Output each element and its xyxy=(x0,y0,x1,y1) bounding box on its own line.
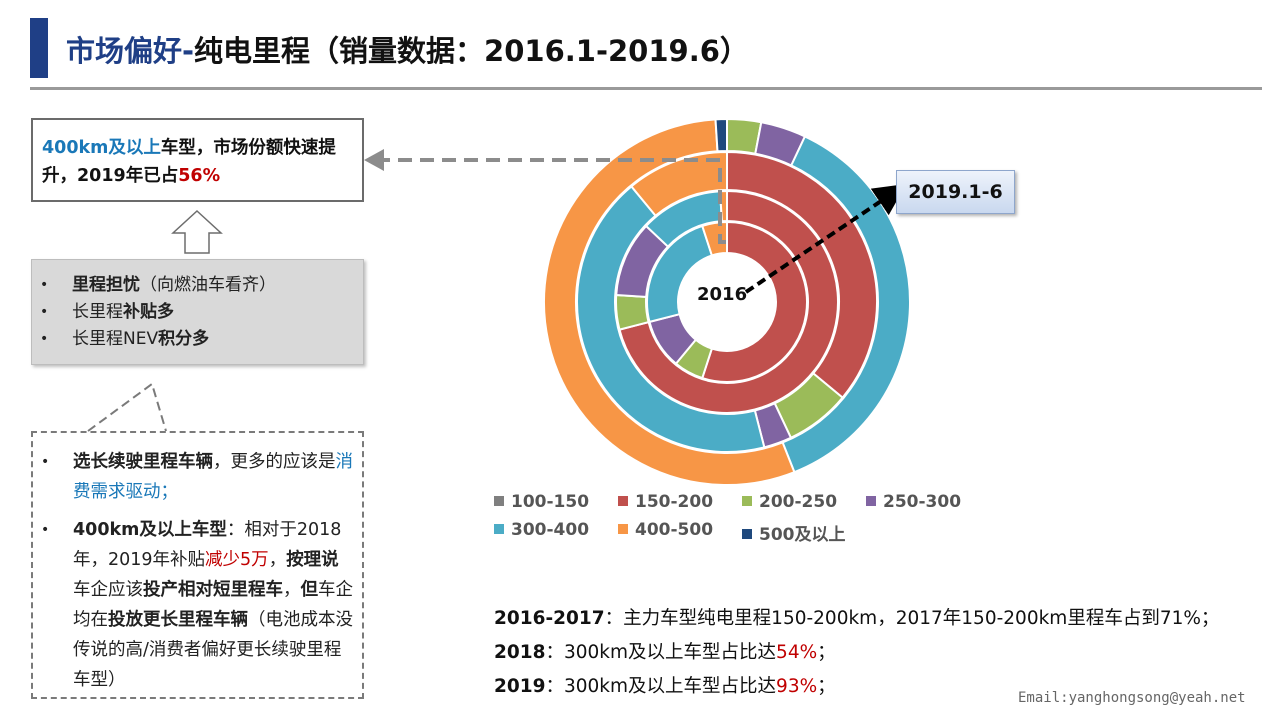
analysis-text: ， xyxy=(268,550,287,570)
analysis-bold: 投产相对短里程车 xyxy=(143,580,283,600)
page-title: 市场偏好-纯电里程（销量数据：2016.1-2019.6） xyxy=(66,28,749,70)
analysis-highlight: 消费需求驱动； xyxy=(73,452,353,502)
gray-dashed-arrow-line xyxy=(383,158,726,244)
analysis-text: ， xyxy=(283,580,301,600)
legend-label: 100-150 xyxy=(511,492,590,512)
note-year: 2019 xyxy=(494,676,546,697)
author-email: Email:yanghongsong@yeah.net xyxy=(1018,690,1246,706)
title-accent-bar xyxy=(30,18,48,78)
ring-center-label: 2016 xyxy=(697,284,748,305)
legend-item-150-200: 150-200 xyxy=(618,492,713,512)
black-dashed-arrow xyxy=(744,184,907,294)
reason-item: 长里程补贴多 xyxy=(40,299,363,326)
donut-slice-2017-150-200 xyxy=(618,189,839,414)
title-accent: 市场偏好- xyxy=(66,34,195,68)
legend-item-300-400: 300-400 xyxy=(494,520,589,540)
legend-swatch xyxy=(618,496,628,506)
reason-bold: 里程担忧 xyxy=(72,275,140,295)
legend-swatch xyxy=(618,524,628,534)
legend-label: 300-400 xyxy=(511,520,590,540)
note-line: 2019：300km及以上车型占比达93%； xyxy=(494,670,1219,704)
donut-slice-2016-400-500 xyxy=(701,220,728,257)
analysis-text: （电池成本没传说的高/消费者偏好更长续驶里程车型） xyxy=(73,610,353,690)
reason-rest: （向燃油车看齐） xyxy=(140,275,276,295)
legend-swatch xyxy=(494,524,504,534)
legend-swatch xyxy=(742,496,752,506)
note-year: 2016-2017 xyxy=(494,608,605,629)
analysis-bold: 选长续驶里程车辆 xyxy=(73,452,213,472)
summary-share: 56% xyxy=(178,166,221,186)
reasons-box: 里程担忧（向燃油车看齐） 长里程补贴多 长里程NEV积分多 xyxy=(31,259,364,365)
callout-tail xyxy=(87,382,167,432)
analysis-text: ：相对于2018年，2019年补贴 xyxy=(73,520,342,570)
notes-block: 2016-2017：主力车型纯电里程150-200km，2017年150-200… xyxy=(494,602,1219,704)
up-arrow-icon xyxy=(171,209,223,254)
note-text: ：主力车型纯电里程150-200km，2017年150-200km里程车占到71… xyxy=(604,608,1220,629)
analysis-text: ，更多的应该是 xyxy=(213,452,336,472)
analysis-bold: 但 xyxy=(300,580,319,600)
legend-label: 150-200 xyxy=(635,492,714,512)
legend-item-100-150: 100-150 xyxy=(494,492,589,512)
analysis-item: 选长续驶里程车辆，更多的应该是消费需求驱动； xyxy=(41,447,354,507)
note-year: 2018 xyxy=(494,642,546,663)
summary-box: 400km及以上车型，市场份额快速提升，2019年已占56% xyxy=(31,118,364,202)
analysis-text: 车企应该 xyxy=(73,580,143,600)
legend-label: 200-250 xyxy=(759,492,838,512)
analysis-subsidy-cut: 减少5万 xyxy=(205,550,269,570)
reason-bold: 积分多 xyxy=(158,329,210,349)
donut-slice-2018-150-200 xyxy=(726,150,878,400)
analysis-bold: 400km及以上车型 xyxy=(73,520,227,540)
analysis-bold: 投放更长里程车辆 xyxy=(108,610,248,630)
legend-swatch xyxy=(742,529,752,539)
analysis-text: 车企均在 xyxy=(73,580,353,630)
donut-slice-2019.1-6-500及以上 xyxy=(714,117,728,153)
reason-item: 长里程NEV积分多 xyxy=(40,326,363,353)
reason-bold: 补贴多 xyxy=(123,302,174,322)
note-tail: ； xyxy=(817,676,836,697)
reason-item: 里程担忧（向燃油车看齐） xyxy=(40,272,363,299)
note-tail: ； xyxy=(817,642,836,663)
summary-text: 车型，市场份额快速提升，2019年已占 xyxy=(42,138,336,186)
title-main: 纯电里程（销量数据：2016.1-2019.6） xyxy=(194,34,749,68)
legend-swatch xyxy=(494,496,504,506)
donut-chart xyxy=(543,117,911,486)
note-line: 2016-2017：主力车型纯电里程150-200km，2017年150-200… xyxy=(494,602,1219,636)
donut-slice-2018-300-400 xyxy=(576,185,766,453)
note-share: 54% xyxy=(776,642,818,663)
legend-item-400-500: 400-500 xyxy=(618,520,713,540)
note-text: ：300km及以上车型占比达 xyxy=(545,642,777,663)
reason-pre: 长里程 xyxy=(72,302,123,322)
note-line: 2018：300km及以上车型占比达54%； xyxy=(494,636,1219,670)
legend-label: 250-300 xyxy=(883,492,962,512)
reason-pre: 长里程NEV xyxy=(72,329,159,349)
legend-item-200-250: 200-250 xyxy=(742,492,837,512)
donut-slice-2017-200-250 xyxy=(615,293,650,331)
legend-item-250-300: 250-300 xyxy=(866,492,961,512)
note-text: ：300km及以上车型占比达 xyxy=(545,676,777,697)
legend-item-500及以上: 500及以上 xyxy=(742,520,846,545)
ring-callout-label: 2019.1-6 xyxy=(896,170,1015,214)
gray-arrow-head-icon xyxy=(364,149,384,171)
legend-label: 400-500 xyxy=(635,520,714,540)
analysis-bold: 按理说 xyxy=(286,550,339,570)
analysis-box: 选长续驶里程车辆，更多的应该是消费需求驱动； 400km及以上车型：相对于201… xyxy=(31,431,364,699)
donut-slice-2019.1-6-400-500 xyxy=(543,118,796,486)
title-divider xyxy=(30,87,1262,90)
summary-highlight: 400km及以上 xyxy=(42,138,161,158)
legend-swatch xyxy=(866,496,876,506)
analysis-item: 400km及以上车型：相对于2018年，2019年补贴减少5万，按理说车企应该投… xyxy=(41,515,354,695)
note-share: 93% xyxy=(776,676,818,697)
legend-label: 500及以上 xyxy=(759,525,846,545)
